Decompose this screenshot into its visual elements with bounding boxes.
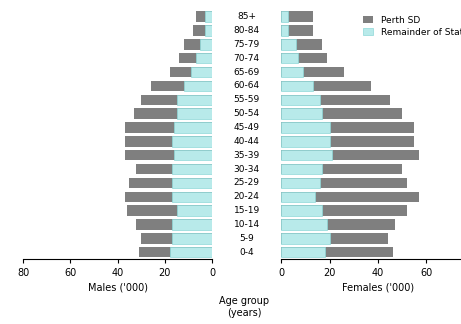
Text: 65-69: 65-69 (234, 68, 260, 76)
X-axis label: Females ('000): Females ('000) (342, 283, 414, 292)
Text: 55-59: 55-59 (234, 95, 260, 104)
Bar (281, 150, 332, 160)
X-axis label: Males ('000): Males ('000) (88, 283, 148, 292)
Bar (281, 25, 313, 36)
Bar (141, 233, 212, 244)
Bar (281, 39, 296, 50)
Text: Age group
(years): Age group (years) (219, 296, 269, 318)
Bar (281, 136, 330, 146)
Text: 0-4: 0-4 (239, 248, 254, 257)
Bar (281, 178, 320, 188)
Bar (281, 219, 395, 230)
Bar (124, 136, 212, 146)
Bar (151, 81, 212, 91)
Bar (281, 122, 330, 133)
Bar (281, 53, 327, 64)
Text: 70-74: 70-74 (234, 54, 260, 63)
Bar (136, 164, 212, 174)
Bar (281, 136, 414, 146)
Bar (281, 247, 393, 258)
Text: 15-19: 15-19 (234, 206, 260, 215)
Bar (172, 136, 212, 146)
Text: 85+: 85+ (237, 12, 256, 21)
Bar (281, 109, 402, 119)
Bar (281, 53, 298, 64)
Bar (177, 109, 212, 119)
Text: 10-14: 10-14 (234, 220, 260, 229)
Bar (179, 53, 212, 64)
Bar (281, 233, 330, 244)
Bar (177, 205, 212, 216)
Legend: Perth SD, Remainder of State: Perth SD, Remainder of State (361, 14, 461, 39)
Bar (281, 247, 325, 258)
Bar (141, 95, 212, 105)
Bar (281, 191, 419, 202)
Text: 60-64: 60-64 (234, 81, 260, 90)
Bar (172, 191, 212, 202)
Text: 40-44: 40-44 (234, 137, 260, 146)
Bar (281, 67, 303, 77)
Bar (170, 67, 212, 77)
Text: 35-39: 35-39 (234, 151, 260, 160)
Bar (281, 191, 315, 202)
Text: 50-54: 50-54 (234, 109, 260, 118)
Text: 80-84: 80-84 (234, 26, 260, 35)
Bar (281, 219, 327, 230)
Bar (124, 191, 212, 202)
Bar (205, 11, 212, 22)
Bar (172, 233, 212, 244)
Bar (177, 95, 212, 105)
Bar (136, 219, 212, 230)
Bar (281, 122, 414, 133)
Bar (170, 247, 212, 258)
Bar (191, 67, 212, 77)
Bar (134, 109, 212, 119)
Bar (127, 205, 212, 216)
Bar (281, 67, 344, 77)
Bar (281, 205, 322, 216)
Text: 45-49: 45-49 (234, 123, 260, 132)
Bar (183, 39, 212, 50)
Bar (281, 39, 322, 50)
Bar (281, 205, 407, 216)
Bar (200, 39, 212, 50)
Bar (205, 25, 212, 36)
Bar (281, 95, 320, 105)
Bar (193, 25, 212, 36)
Bar (130, 178, 212, 188)
Bar (172, 219, 212, 230)
Bar (281, 25, 289, 36)
Bar (281, 164, 402, 174)
Bar (195, 53, 212, 64)
Bar (124, 150, 212, 160)
Bar (281, 11, 313, 22)
Bar (281, 81, 313, 91)
Bar (124, 122, 212, 133)
Bar (281, 233, 388, 244)
Bar (174, 150, 212, 160)
Bar (183, 81, 212, 91)
Bar (281, 164, 322, 174)
Bar (281, 109, 322, 119)
Bar (139, 247, 212, 258)
Bar (174, 122, 212, 133)
Text: 75-79: 75-79 (234, 40, 260, 49)
Bar (281, 81, 371, 91)
Text: 30-34: 30-34 (234, 165, 260, 174)
Bar (195, 11, 212, 22)
Bar (281, 95, 390, 105)
Text: 20-24: 20-24 (234, 192, 260, 201)
Bar (281, 178, 407, 188)
Bar (172, 164, 212, 174)
Bar (281, 11, 289, 22)
Bar (172, 178, 212, 188)
Text: 5-9: 5-9 (239, 234, 254, 243)
Bar (281, 150, 419, 160)
Text: 25-29: 25-29 (234, 179, 260, 188)
